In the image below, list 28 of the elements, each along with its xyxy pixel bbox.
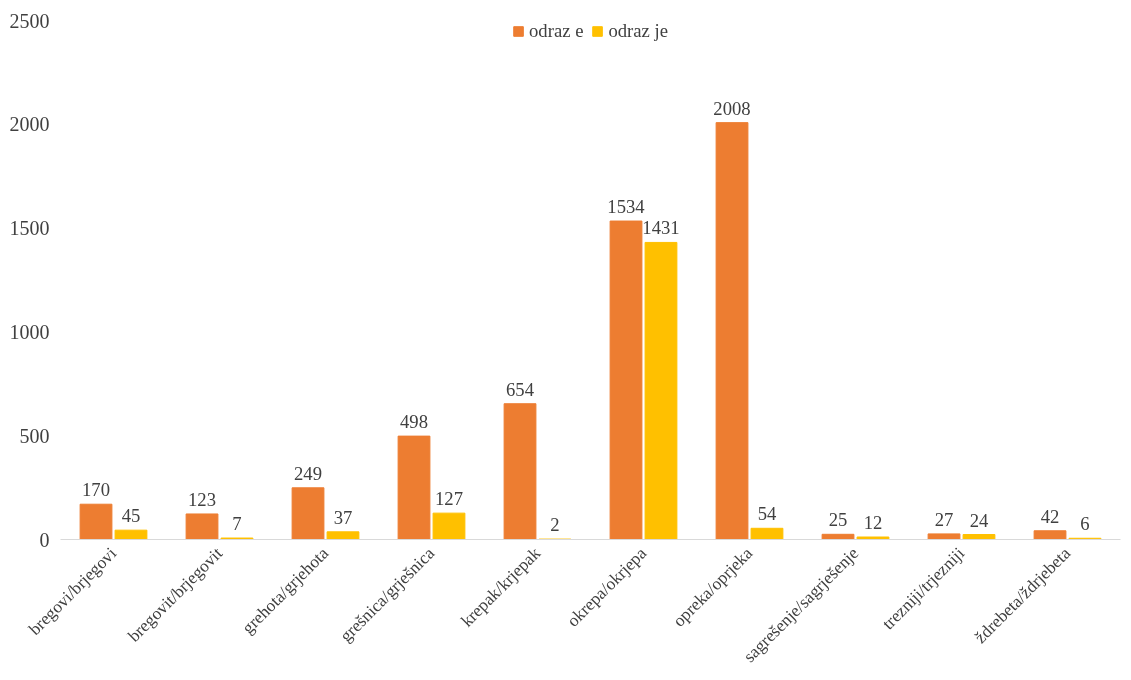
data-label: 45 [121, 505, 141, 527]
data-label: 1534 [607, 196, 646, 218]
data-label: 2 [550, 514, 560, 536]
y-tick-label: 2500 [9, 9, 50, 32]
data-label: 24 [969, 509, 989, 531]
data-label: 25 [828, 509, 848, 531]
y-tick-label: 0 [39, 528, 50, 551]
y-tick-label: 500 [19, 424, 50, 447]
data-label: 498 [400, 411, 428, 433]
data-label: 1431 [642, 217, 680, 239]
data-label: 6 [1080, 513, 1090, 535]
data-label: 654 [506, 378, 535, 400]
data-label: 170 [82, 479, 110, 501]
data-label: 37 [333, 506, 353, 528]
data-label: 7 [232, 513, 242, 535]
y-tick-label: 1000 [9, 320, 50, 343]
y-tick-label: 2000 [9, 113, 50, 136]
data-label: 42 [1040, 505, 1060, 527]
data-label: 249 [294, 462, 322, 484]
data-label: 2008 [713, 97, 751, 119]
y-tick-label: 1500 [9, 217, 50, 240]
data-label: 127 [435, 488, 463, 510]
data-label: 27 [934, 508, 954, 530]
data-label: 123 [188, 488, 216, 510]
legend-label: odraz je [608, 20, 668, 42]
legend-label: odraz e [529, 20, 584, 42]
data-label: 54 [757, 503, 777, 525]
data-label: 12 [863, 512, 883, 534]
